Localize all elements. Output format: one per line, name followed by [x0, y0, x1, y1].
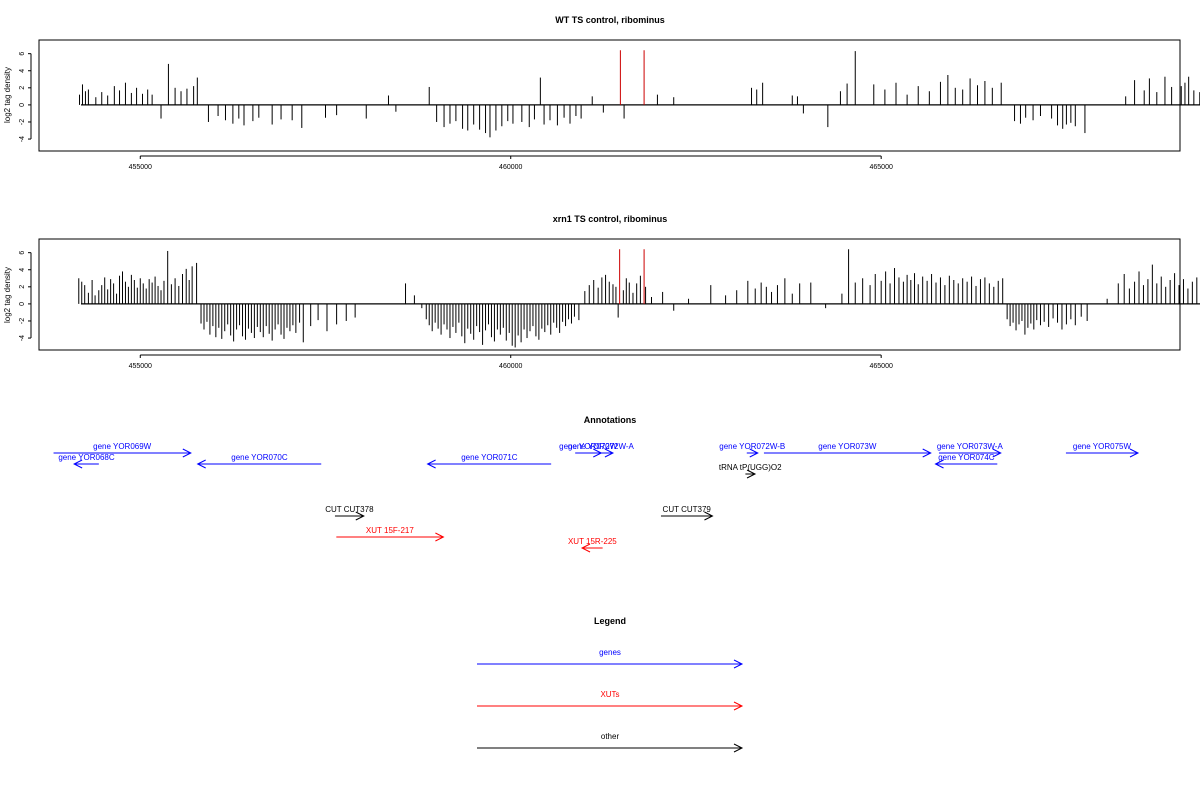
legend-item: other: [477, 732, 744, 753]
annotation-feature: gene YOR072W-A: [568, 442, 635, 458]
arrow-head: [196, 459, 206, 469]
arrow-head: [435, 532, 445, 542]
annotation-feature: CUT CUT378: [325, 505, 374, 521]
annotation-label: tRNA tP(UGG)O2: [719, 463, 782, 472]
axes: -4 -2 0 2 4 6 455000 460000 465000: [19, 52, 893, 171]
chart-title: WT TS control, ribominus: [555, 15, 665, 25]
x-tick-label: 455000: [129, 363, 152, 370]
annotation-feature: gene YOR069W: [53, 442, 192, 458]
y-tick-label: 0: [19, 302, 26, 306]
annotation-feature: tRNA tP(UGG)O2: [719, 463, 782, 479]
annotation-feature: gene YOR073W-A: [937, 442, 1004, 458]
annotation-label: gene YOR072W-A: [568, 442, 635, 451]
x-tick-label: 465000: [870, 164, 893, 171]
axes: -4 -2 0 2 4 6 455000 460000 465000: [19, 251, 893, 370]
data-bars: [78, 249, 1200, 348]
y-tick-label: 2: [19, 285, 26, 289]
chart-xrn1: xrn1 TS control, ribominus log2 tag dens…: [3, 214, 1200, 370]
annotation-feature: gene YOR070C: [196, 453, 322, 469]
arrow-head: [580, 543, 591, 553]
legend-items: genes XUTs other: [477, 648, 744, 753]
annotation-label: CUT CUT378: [325, 505, 374, 514]
arrow-head: [733, 701, 744, 711]
arrow-head: [426, 459, 436, 469]
y-axis-label: log2 tag density: [3, 67, 12, 123]
annotation-feature: gene YOR075W: [1065, 442, 1140, 458]
chart-title: xrn1 TS control, ribominus: [553, 214, 668, 224]
arrow-head: [704, 511, 714, 521]
annotation-label: gene YOR069W: [93, 442, 152, 451]
y-tick-label: 4: [19, 69, 26, 73]
annotation-label: XUT 15R-225: [568, 537, 617, 546]
legend-title: Legend: [594, 616, 626, 626]
x-tick-label: 455000: [129, 164, 152, 171]
annotations-title: Annotations: [584, 415, 637, 425]
x-tick-label: 465000: [870, 363, 893, 370]
y-tick-label: -2: [19, 119, 26, 125]
x-tick-label: 460000: [499, 164, 522, 171]
arrow-head: [749, 448, 759, 458]
data-bars: [79, 50, 1200, 138]
annotation-label: CUT CUT379: [663, 505, 712, 514]
arrow-head: [934, 459, 944, 469]
annotation-feature: gene YOR071C: [426, 453, 552, 469]
y-axis-label: log2 tag density: [3, 267, 12, 323]
annotation-label: gene YOR073W: [818, 442, 877, 451]
plot-frame: [38, 238, 1181, 351]
annotation-label: gene YOR073W-A: [937, 442, 1004, 451]
chart-wt: WT TS control, ribominus log2 tag densit…: [3, 15, 1200, 171]
annotation-label: XUT 15F-217: [366, 526, 414, 535]
legend-label: other: [601, 732, 620, 741]
annotation-label: gene YOR072W-B: [719, 442, 785, 451]
y-tick-label: 0: [19, 103, 26, 107]
plot-frame: [38, 39, 1181, 152]
y-tick-label: -2: [19, 318, 26, 324]
arrow-head: [733, 659, 744, 669]
annotation-feature: gene YOR073W: [763, 442, 932, 458]
y-tick-label: 2: [19, 86, 26, 90]
annotation-feature: XUT 15F-217: [336, 526, 445, 542]
annotation-label: gene YOR070C: [231, 453, 288, 462]
arrow-head: [733, 743, 744, 753]
legend-label: genes: [599, 648, 621, 657]
arrow-head: [746, 469, 757, 479]
x-tick-label: 460000: [499, 363, 522, 370]
arrow-head: [992, 448, 1002, 458]
legend-item: XUTs: [477, 690, 744, 711]
annotation-label: gene YOR071C: [461, 453, 518, 462]
legend-item: genes: [477, 648, 744, 669]
annotation-feature: gene YOR072W-B: [719, 442, 785, 458]
annotation-feature: gene YOR068C: [58, 453, 115, 469]
legend-label: XUTs: [600, 690, 619, 699]
y-tick-label: 6: [19, 52, 26, 56]
annotation-label: gene YOR072W: [559, 442, 618, 451]
y-tick-label: -4: [19, 136, 26, 142]
annotation-feature: XUT 15R-225: [568, 537, 617, 553]
annotation-label: gene YOR074C: [938, 453, 995, 462]
y-tick-label: -4: [19, 335, 26, 341]
annotation-label: gene YOR075W: [1073, 442, 1132, 451]
annotation-feature: gene YOR074C: [934, 453, 998, 469]
arrow-head: [73, 459, 83, 469]
arrow-head: [355, 511, 365, 521]
arrow-head: [182, 448, 192, 458]
y-tick-label: 4: [19, 268, 26, 272]
annotation-label: gene YOR068C: [58, 453, 115, 462]
arrow-head: [604, 448, 615, 458]
y-tick-label: 6: [19, 251, 26, 255]
arrow-head: [922, 448, 932, 458]
annotation-features: gene YOR069W gene YOR068C gene YOR070C gene…: [53, 442, 1140, 553]
legend: Legend genes XUTs other: [477, 616, 744, 753]
arrow-head: [1129, 448, 1140, 458]
annotation-feature: CUT CUT379: [660, 505, 714, 521]
